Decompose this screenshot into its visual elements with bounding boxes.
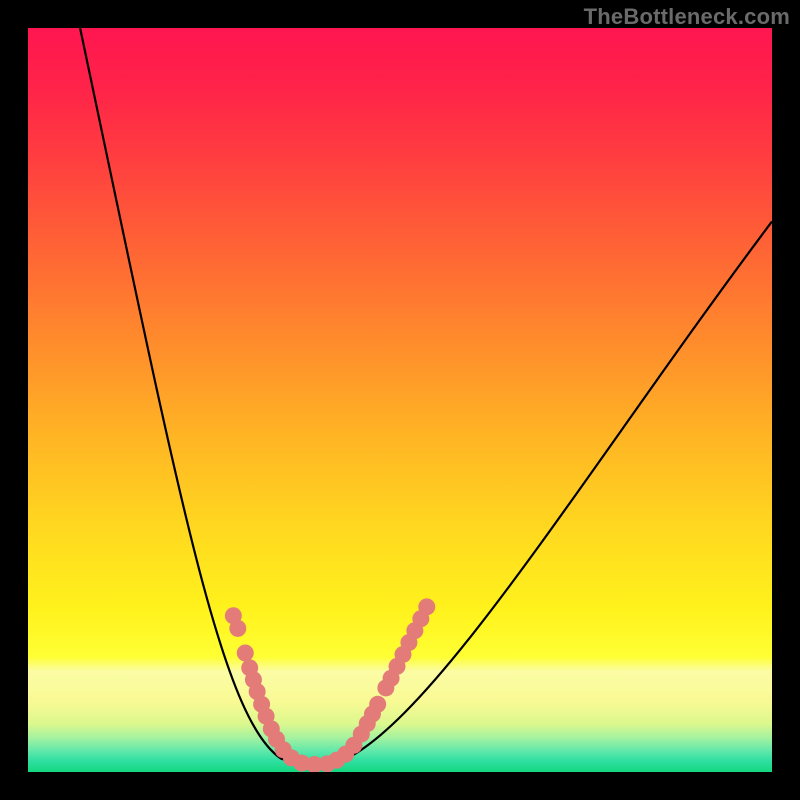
curve-marker — [237, 644, 254, 661]
curve-marker — [229, 620, 246, 637]
plot-svg — [28, 28, 772, 772]
plot-area — [28, 28, 772, 772]
watermark-text: TheBottleneck.com — [584, 4, 790, 30]
chart-frame: TheBottleneck.com — [0, 0, 800, 800]
curve-marker — [418, 598, 435, 615]
curve-marker — [369, 696, 386, 713]
